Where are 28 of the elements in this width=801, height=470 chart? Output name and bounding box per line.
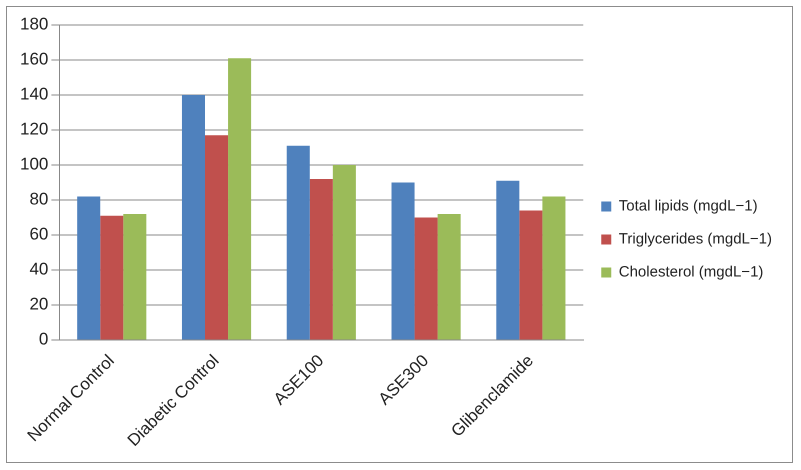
bar (542, 196, 566, 340)
y-tick-label: 140 (20, 84, 48, 104)
legend-label: Triglycerides (mgdL−1) (618, 230, 772, 248)
y-tick-label: 100 (20, 154, 48, 174)
legend-label: Cholesterol (mgdL−1) (618, 264, 764, 281)
bar (286, 146, 310, 340)
bar (438, 214, 461, 340)
y-tick-label: 40 (29, 260, 48, 279)
bar (392, 182, 415, 340)
bar (228, 58, 252, 340)
y-tick-label: 60 (29, 224, 48, 244)
bar (496, 180, 520, 340)
bar (332, 165, 356, 340)
legend-label: Total lipids (mgdL−1) (618, 198, 758, 215)
bar (205, 135, 228, 340)
y-tick-label: 180 (20, 14, 48, 34)
y-tick-label: 120 (20, 120, 48, 139)
y-tick-label: 20 (29, 294, 48, 314)
y-tick-label: 0 (38, 330, 48, 349)
bar (100, 216, 124, 340)
bar (414, 218, 438, 340)
bar (123, 214, 146, 340)
bar (77, 196, 100, 340)
bar (519, 210, 542, 340)
bar (182, 95, 206, 340)
y-tick-label: 160 (20, 50, 48, 69)
bar (310, 179, 333, 340)
y-tick-label: 80 (29, 190, 48, 209)
